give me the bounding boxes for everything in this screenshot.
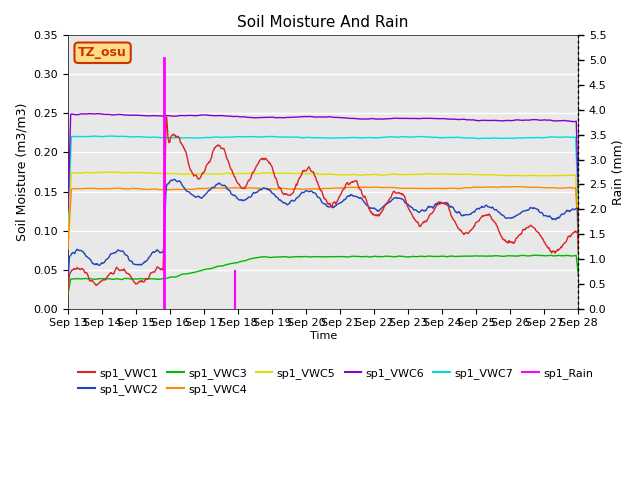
Text: TZ_osu: TZ_osu [78, 46, 127, 59]
Title: Soil Moisture And Rain: Soil Moisture And Rain [237, 15, 409, 30]
X-axis label: Time: Time [310, 331, 337, 341]
Y-axis label: Rain (mm): Rain (mm) [612, 139, 625, 205]
Y-axis label: Soil Moisture (m3/m3): Soil Moisture (m3/m3) [15, 103, 28, 241]
Legend: sp1_VWC1, sp1_VWC2, sp1_VWC3, sp1_VWC4, sp1_VWC5, sp1_VWC6, sp1_VWC7, sp1_Rain: sp1_VWC1, sp1_VWC2, sp1_VWC3, sp1_VWC4, … [74, 363, 598, 400]
